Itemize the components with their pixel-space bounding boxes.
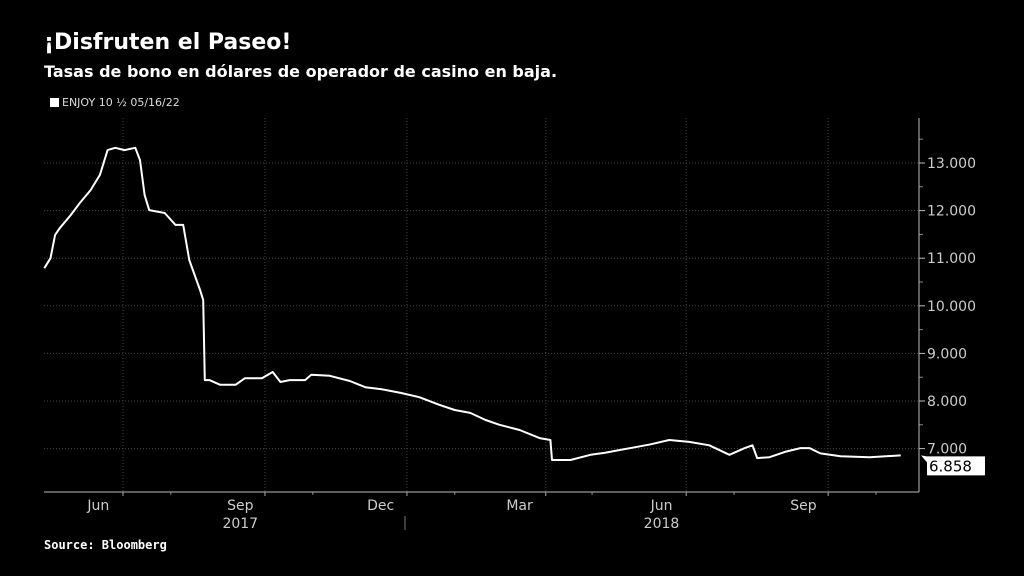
legend-swatch: [50, 98, 59, 107]
y-tick-label: 9.000: [927, 346, 967, 362]
chart-title: ¡Disfruten el Paseo!: [44, 30, 292, 55]
chart-subtitle: Tasas de bono en dólares de operador de …: [44, 62, 558, 81]
x-tick-label: Jun: [650, 498, 673, 514]
x-tick-label: Dec: [367, 498, 394, 514]
x-tick-label: Sep: [790, 498, 817, 514]
series-line: [43, 146, 901, 461]
y-tick-label: 11.000: [927, 251, 976, 267]
source-note: Source: Bloomberg: [44, 538, 167, 552]
legend-label: ENJOY 10 ½ 05/16/22: [62, 96, 180, 109]
x-year-label: 2017: [222, 516, 258, 532]
legend: ENJOY 10 ½ 05/16/22: [50, 96, 180, 109]
x-year-label: 2018: [644, 516, 680, 532]
last-value-box: [921, 455, 985, 476]
y-tick-label: 12.000: [927, 204, 976, 220]
x-tick-label: Mar: [506, 498, 533, 514]
last-value-label: 6.858: [929, 457, 972, 475]
x-tick-label: Sep: [227, 498, 254, 514]
y-tick-label: 13.000: [927, 156, 976, 172]
y-tick-label: 7.000: [927, 442, 967, 458]
y-tick-label: 10.000: [927, 299, 976, 315]
y-tick-label: 8.000: [927, 394, 967, 410]
x-tick-label: Jun: [86, 498, 109, 514]
